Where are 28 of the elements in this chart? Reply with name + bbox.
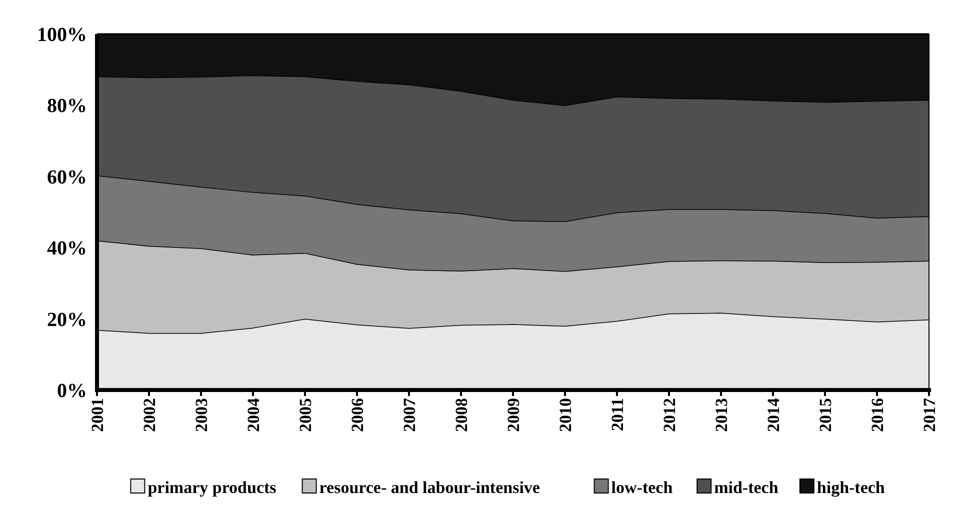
x-tick-label: 2012 (660, 398, 679, 432)
y-tick-label: 0% (57, 380, 87, 402)
y-tick-label: 40% (47, 238, 87, 260)
x-tick-label: 2008 (452, 398, 471, 432)
x-tick-label: 2001 (88, 398, 107, 432)
legend-label: mid-tech (714, 478, 779, 497)
y-tick-label: 80% (47, 95, 87, 118)
x-tick-label: 2003 (192, 398, 211, 432)
x-tick-label: 2004 (244, 398, 263, 432)
x-tick-label: 2007 (400, 398, 419, 432)
x-tick-label: 2002 (140, 398, 159, 432)
y-tick-label: 20% (47, 308, 87, 331)
x-tick-label: 2006 (348, 398, 367, 432)
x-tick-label: 2011 (608, 398, 627, 432)
x-tick-label: 2014 (764, 398, 783, 432)
x-tick-label: 2010 (556, 398, 575, 432)
x-tick-label: 2009 (504, 398, 523, 432)
y-tick-label: 60% (47, 166, 87, 188)
legend-label: low-tech (611, 478, 674, 497)
x-tick-label: 2005 (296, 398, 315, 432)
legend-label: high-tech (816, 478, 886, 497)
y-tick-label: 100% (37, 24, 87, 46)
x-tick-label: 2016 (868, 398, 887, 432)
x-tick-label: 2013 (712, 398, 731, 432)
legend-label: resource- and labour-intensive (319, 478, 540, 497)
x-tick-label: 2017 (920, 398, 939, 432)
x-tick-label: 2015 (816, 398, 835, 432)
legend-label: primary products (148, 478, 277, 497)
